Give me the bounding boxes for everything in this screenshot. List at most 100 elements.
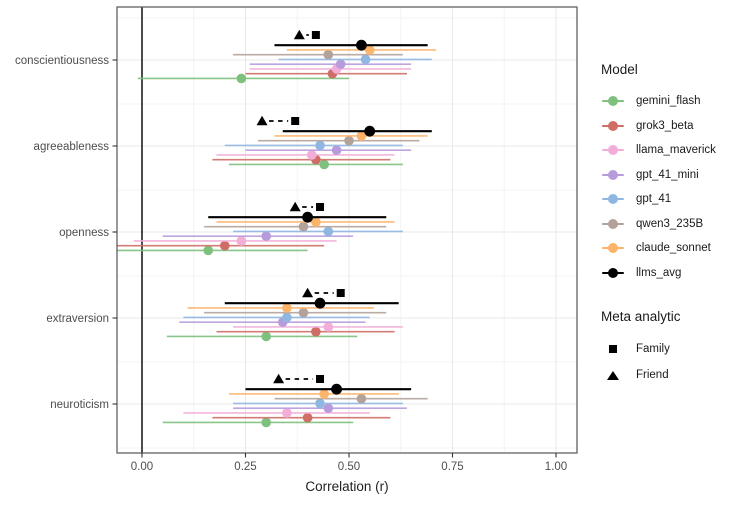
point-gpt_41-openness (323, 226, 334, 237)
legend-item-claude_sonnet: claude_sonnet (601, 236, 737, 261)
legend-item-label: grok3_beta (636, 119, 694, 132)
x-tick-label: 0.25 (234, 461, 256, 473)
y-category-label: extraversion (46, 313, 109, 325)
point-grok3_beta-neuroticism (302, 412, 313, 423)
point-grok3_beta-extraversion (311, 326, 321, 337)
legend-item-label: gemini_flash (636, 95, 701, 108)
meta-friend-triangle-agreeableness (256, 115, 268, 126)
meta-family-square-agreeableness (291, 117, 300, 125)
legend-meta-item-label: Family (636, 343, 670, 355)
legend-item-llama_maverick: llama_maverick (601, 138, 737, 163)
point-qwen3_235B-agreeableness (344, 135, 354, 146)
legend-item-gpt_41: gpt_41 (601, 187, 737, 212)
key-dot (608, 218, 618, 229)
point-gpt_41-conscientiousness (360, 54, 371, 65)
pointrange-key-icon (601, 190, 627, 208)
legend-model-items: gemini_flash grok3_beta llama_maverick gpt_… (601, 89, 737, 285)
legend-item-label: gpt_41_mini (636, 168, 699, 181)
x-tick-label: 0.00 (131, 461, 153, 473)
point-gemini_flash-openness (203, 245, 214, 256)
legend-item-label: gpt_41 (636, 193, 672, 206)
key-dot (608, 243, 618, 254)
legend-item-label: llama_maverick (636, 144, 716, 157)
point-claude_sonnet-neuroticism (319, 389, 329, 399)
y-category-label: openness (59, 227, 109, 239)
meta-family-square-neuroticism (316, 375, 325, 383)
meta-friend-triangle-openness (289, 201, 301, 212)
family-square-icon (601, 342, 627, 356)
point-claude_sonnet-conscientiousness (364, 45, 375, 55)
meta-friend-triangle-conscientiousness (293, 29, 305, 40)
point-gpt_41_mini-openness (261, 231, 272, 241)
point-claude_sonnet-openness (311, 217, 321, 227)
legend-item-llms_avg: llms_avg (601, 261, 737, 286)
point-gemini_flash-agreeableness (319, 159, 329, 170)
meta-friend-triangle-neuroticism (273, 373, 285, 384)
key-dot (608, 267, 618, 278)
key-dot (608, 169, 618, 180)
point-gemini_flash-extraversion (261, 331, 272, 342)
point-llms_avg-agreeableness (364, 125, 376, 137)
legend-item-label: llms_avg (636, 266, 682, 279)
legend-item-label: claude_sonnet (636, 242, 711, 255)
meta-family-square-openness (316, 203, 325, 211)
legend-item-grok3_beta: grok3_beta (601, 114, 737, 139)
point-llms_avg-conscientiousness (356, 39, 367, 51)
meta-friend-triangle-extraversion (302, 287, 314, 298)
x-axis-title: Correlation (r) (305, 479, 388, 494)
point-qwen3_235B-neuroticism (356, 393, 367, 404)
pointrange-key-icon (601, 264, 627, 282)
panel-border (116, 6, 578, 454)
square-glyph (609, 345, 617, 353)
legend-meta-items: Family Friend (601, 336, 737, 388)
pointrange-key-icon (601, 215, 627, 233)
point-grok3_beta-openness (220, 240, 230, 251)
x-tick-label: 1.00 (545, 461, 567, 473)
point-gpt_41-neuroticism (315, 398, 325, 409)
legend-meta-item-family: Family (601, 336, 737, 362)
pointrange-key-icon (601, 117, 627, 135)
y-category-label: conscientiousness (15, 55, 109, 67)
point-qwen3_235B-openness (298, 221, 309, 232)
legend: Model gemini_flash grok3_beta llama_maveri… (599, 62, 737, 388)
legend-model-title: Model (601, 62, 638, 77)
point-llama_maverick-agreeableness (306, 150, 317, 160)
meta-family-square-conscientiousness (311, 31, 320, 39)
point-claude_sonnet-extraversion (282, 303, 292, 313)
y-category-label: agreeableness (34, 141, 110, 153)
y-category-label: neuroticism (50, 399, 109, 411)
pointrange-key-icon (601, 239, 627, 257)
point-gpt_41_mini-neuroticism (323, 403, 334, 414)
point-llms_avg-openness (302, 211, 313, 223)
point-gpt_41-extraversion (282, 312, 292, 323)
pointrange-key-icon (601, 92, 627, 110)
x-tick-label: 0.50 (338, 461, 360, 473)
meta-family-square-extraversion (336, 289, 345, 297)
legend-meta-title: Meta analytic (601, 309, 681, 324)
triangle-glyph (607, 371, 619, 380)
x-tick-label: 0.75 (441, 461, 463, 473)
point-qwen3_235B-conscientiousness (323, 49, 334, 60)
legend-item-gpt_41_mini: gpt_41_mini (601, 163, 737, 188)
legend-item-qwen3_235B: qwen3_235B (601, 212, 737, 237)
point-llama_maverick-extraversion (323, 322, 334, 332)
point-gpt_41_mini-agreeableness (331, 145, 342, 155)
legend-item-gemini_flash: gemini_flash (601, 89, 737, 114)
legend-meta-item-label: Friend (636, 369, 669, 381)
point-llms_avg-neuroticism (331, 383, 342, 395)
point-llama_maverick-openness (236, 236, 247, 246)
key-dot (608, 194, 618, 205)
point-qwen3_235B-extraversion (298, 307, 309, 318)
pointrange-key-icon (601, 166, 627, 184)
legend-item-label: qwen3_235B (636, 217, 704, 230)
point-gpt_41_mini-conscientiousness (335, 59, 346, 69)
legend-meta-item-friend: Friend (601, 362, 737, 388)
point-gpt_41-agreeableness (315, 140, 325, 151)
pointrange-key-icon (601, 141, 627, 159)
point-gemini_flash-conscientiousness (236, 73, 247, 84)
point-llms_avg-extraversion (314, 297, 326, 309)
point-llama_maverick-neuroticism (282, 408, 292, 418)
point-gemini_flash-neuroticism (261, 417, 272, 428)
